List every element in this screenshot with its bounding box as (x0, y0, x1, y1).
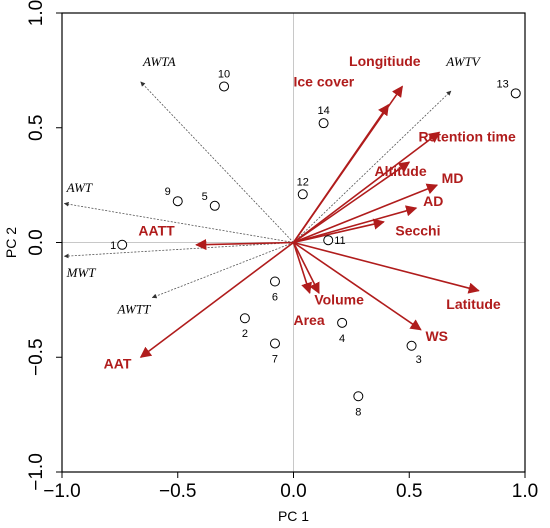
variable-vectors: Longitiude Ice cover Retention time Altitud… (104, 53, 516, 372)
vector-arrow-ws (293, 241, 422, 331)
site-label-5: 5 (202, 191, 208, 203)
site-label-14: 14 (317, 105, 329, 117)
vector-label-area: Area (294, 312, 325, 328)
site-label-9: 9 (165, 186, 171, 198)
site-point-10 (219, 81, 230, 92)
supplementary-arrow-mwt (63, 242, 294, 259)
site-point-8 (353, 391, 364, 402)
vector-label-md: MD (442, 170, 464, 186)
x-tick-label: −0.5 (159, 481, 197, 502)
vector-arrow-ad (293, 205, 418, 244)
site-label-12: 12 (297, 176, 309, 188)
y-tick-label: 0.0 (26, 229, 47, 255)
site-point-4 (337, 317, 348, 328)
x-tick-label: 1.0 (512, 481, 538, 502)
site-label-10: 10 (218, 68, 230, 80)
site-point-11 (323, 235, 334, 246)
site-label-3: 3 (416, 354, 422, 366)
axes: −1.0 −0.5 0.0 0.5 1.0 −1.0 −0.5 0.0 0.5 1.0 (26, 0, 538, 502)
supplementary-arrow-awtt (151, 242, 294, 299)
supplementary-label-awtt: AWTT (117, 302, 152, 317)
y-tick-label: 0.5 (26, 115, 47, 141)
vector-arrow-aat (139, 241, 294, 358)
supplementary-label-awtv: AWTV (445, 54, 482, 69)
vector-arrow-altitude (293, 161, 411, 244)
site-label-6: 6 (272, 292, 278, 304)
supplementary-label-awta: AWTA (142, 54, 176, 69)
vector-label-aat: AAT (104, 356, 132, 372)
vector-arrow-secchi (293, 218, 385, 244)
site-point-12 (297, 189, 308, 200)
x-tick-label: −1.0 (43, 481, 81, 502)
site-label-4: 4 (339, 333, 345, 345)
x-axis-label: PC 1 (278, 508, 309, 524)
site-label-8: 8 (355, 406, 361, 418)
supplementary-arrow-awta (140, 81, 294, 243)
y-tick-label: −0.5 (26, 338, 47, 376)
vector-label-secchi: Secchi (395, 223, 440, 239)
y-tick-label: −1.0 (26, 453, 47, 491)
vector-label-latitude: Latitude (446, 296, 501, 312)
vector-arrow-volume (292, 242, 320, 294)
y-tick-label: 1.0 (26, 0, 47, 26)
vector-label-altitude: Altitude (375, 163, 427, 179)
supplementary-label-mwt: MWT (66, 265, 97, 280)
vector-label-aatt: AATT (138, 223, 175, 239)
site-point-14 (318, 118, 329, 129)
x-tick-label: 0.0 (280, 481, 306, 502)
site-point-9 (172, 196, 183, 207)
vector-arrow-aatt (195, 238, 294, 251)
site-point-6 (269, 276, 280, 287)
vector-label-ws: WS (425, 328, 448, 344)
vector-label-ad: AD (423, 193, 443, 209)
supplementary-label-awt: AWT (66, 180, 93, 195)
site-label-1: 1 (110, 240, 116, 252)
vector-label-longitiude: Longitiude (349, 53, 421, 69)
site-point-1 (117, 239, 128, 250)
site-point-3 (406, 340, 417, 351)
vector-arrow-ice-cover (292, 103, 390, 243)
site-point-5 (209, 200, 220, 211)
vector-arrow-latitude (293, 241, 480, 294)
vector-label-volume: Volume (314, 291, 364, 307)
vector-arrow-area (292, 242, 312, 295)
site-label-2: 2 (242, 328, 248, 340)
vector-label-ice-cover: Ice cover (294, 73, 355, 89)
site-point-13 (510, 88, 521, 99)
supplementary-vectors: AWTA AWTV AWT MWT AWTT (63, 54, 482, 317)
vector-arrow-retention-time (293, 131, 441, 244)
vector-label-retention-time: Retention time (419, 129, 516, 145)
site-point-7 (269, 338, 280, 349)
vector-arrow-md (293, 183, 439, 244)
supplementary-arrow-awtv (293, 90, 452, 243)
site-label-7: 7 (272, 353, 278, 365)
site-label-13: 13 (496, 78, 508, 90)
site-label-11: 11 (334, 235, 345, 247)
y-axis-label: PC 2 (3, 227, 19, 258)
supplementary-arrow-awt (63, 201, 294, 243)
site-point-2 (239, 313, 250, 324)
x-tick-label: 0.5 (396, 481, 422, 502)
